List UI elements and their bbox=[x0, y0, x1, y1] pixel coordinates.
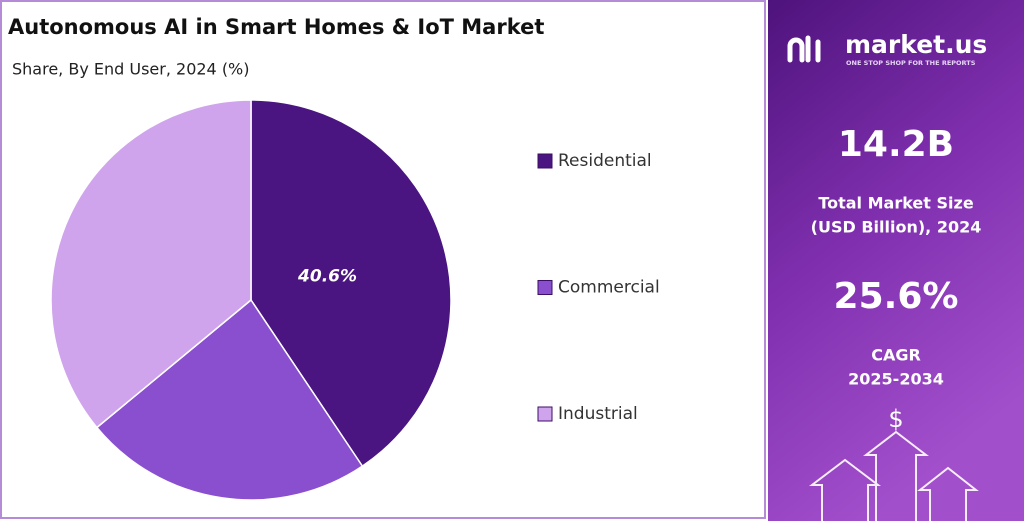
cagr-label: 2025-2034 bbox=[848, 370, 944, 389]
market-size-label: Total Market Size bbox=[818, 194, 973, 213]
legend-label: Residential bbox=[558, 151, 652, 171]
legend-swatch bbox=[537, 153, 553, 169]
cagr: 25.6% bbox=[834, 276, 959, 317]
legend: Residential Commercial Industrial bbox=[537, 151, 660, 424]
growth-arrows bbox=[809, 430, 979, 521]
tagline: ONE STOP SHOP FOR THE REPORTS bbox=[846, 59, 976, 67]
legend-swatch bbox=[537, 280, 553, 295]
dollar-icon: $ bbox=[888, 405, 903, 433]
legend-label: Commercial bbox=[558, 278, 660, 298]
data-label: 40.6% bbox=[297, 267, 357, 287]
legend-swatch bbox=[537, 406, 553, 422]
pie-slice bbox=[250, 99, 452, 468]
market-size: 14.2B bbox=[838, 124, 954, 165]
pie: 40.6% bbox=[50, 99, 452, 501]
cagr-label: CAGR bbox=[871, 346, 921, 365]
legend-label: Industrial bbox=[558, 404, 638, 424]
market-size-label: (USD Billion), 2024 bbox=[811, 218, 982, 237]
chart-subtitle: Share, By End User, 2024 (%) bbox=[12, 60, 250, 79]
logo-icon bbox=[787, 35, 821, 63]
brand: market.us bbox=[845, 30, 987, 59]
chart-title: Autonomous AI in Smart Homes & IoT Marke… bbox=[8, 15, 544, 39]
pie-slice bbox=[95, 298, 364, 501]
side-panel bbox=[768, 0, 1024, 521]
pie-slice bbox=[50, 99, 252, 429]
